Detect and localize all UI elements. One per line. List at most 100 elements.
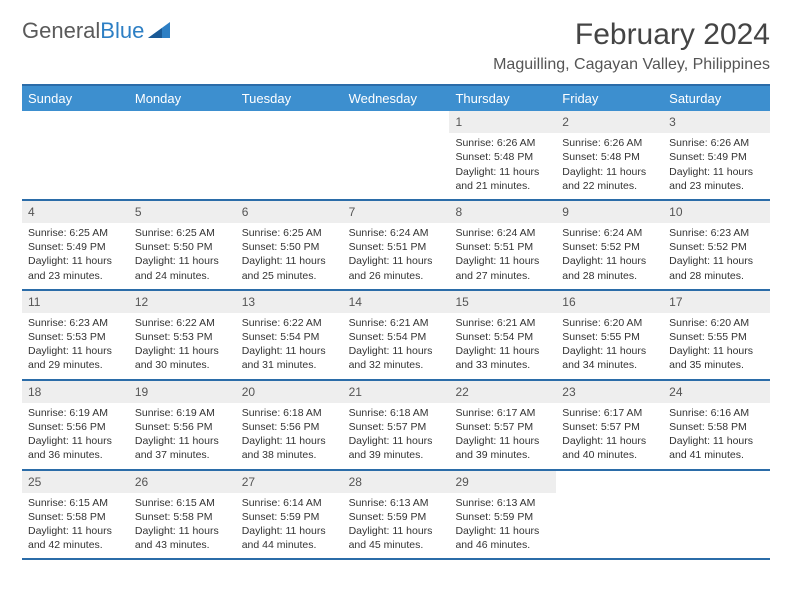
day-body: Sunrise: 6:21 AMSunset: 5:54 PMDaylight:…	[343, 313, 450, 379]
day-body: Sunrise: 6:16 AMSunset: 5:58 PMDaylight:…	[663, 403, 770, 469]
sunset-line: Sunset: 5:52 PM	[562, 240, 657, 254]
day-number: 28	[343, 471, 450, 493]
day-body: Sunrise: 6:23 AMSunset: 5:52 PMDaylight:…	[663, 223, 770, 289]
week-row: 4Sunrise: 6:25 AMSunset: 5:49 PMDaylight…	[22, 201, 770, 291]
sunset-line: Sunset: 5:56 PM	[242, 420, 337, 434]
day-number: 2	[556, 111, 663, 133]
daylight-line: Daylight: 11 hours and 39 minutes.	[349, 434, 444, 462]
daylight-line: Daylight: 11 hours and 31 minutes.	[242, 344, 337, 372]
day-body: Sunrise: 6:18 AMSunset: 5:57 PMDaylight:…	[343, 403, 450, 469]
day-body: Sunrise: 6:15 AMSunset: 5:58 PMDaylight:…	[129, 493, 236, 559]
sunset-line: Sunset: 5:48 PM	[562, 150, 657, 164]
day-number: 27	[236, 471, 343, 493]
day-number: 5	[129, 201, 236, 223]
day-number: 22	[449, 381, 556, 403]
logo-text-blue: Blue	[100, 18, 144, 44]
logo-triangle-icon	[148, 18, 170, 44]
week-row: 11Sunrise: 6:23 AMSunset: 5:53 PMDayligh…	[22, 291, 770, 381]
day-number: 19	[129, 381, 236, 403]
daylight-line: Daylight: 11 hours and 33 minutes.	[455, 344, 550, 372]
day-number: 10	[663, 201, 770, 223]
day-number: 23	[556, 381, 663, 403]
day-number: 11	[22, 291, 129, 313]
daylight-line: Daylight: 11 hours and 35 minutes.	[669, 344, 764, 372]
week-row: 18Sunrise: 6:19 AMSunset: 5:56 PMDayligh…	[22, 381, 770, 471]
sunrise-line: Sunrise: 6:16 AM	[669, 406, 764, 420]
sunrise-line: Sunrise: 6:18 AM	[349, 406, 444, 420]
day-number: 18	[22, 381, 129, 403]
day-body: Sunrise: 6:22 AMSunset: 5:54 PMDaylight:…	[236, 313, 343, 379]
day-header: Thursday	[449, 86, 556, 111]
sunrise-line: Sunrise: 6:15 AM	[135, 496, 230, 510]
sunset-line: Sunset: 5:58 PM	[28, 510, 123, 524]
day-body: Sunrise: 6:22 AMSunset: 5:53 PMDaylight:…	[129, 313, 236, 379]
day-number: 25	[22, 471, 129, 493]
calendar-cell: 8Sunrise: 6:24 AMSunset: 5:51 PMDaylight…	[449, 201, 556, 289]
daylight-line: Daylight: 11 hours and 32 minutes.	[349, 344, 444, 372]
day-body: Sunrise: 6:24 AMSunset: 5:51 PMDaylight:…	[343, 223, 450, 289]
day-body: Sunrise: 6:23 AMSunset: 5:53 PMDaylight:…	[22, 313, 129, 379]
day-number: 15	[449, 291, 556, 313]
location-text: Maguilling, Cagayan Valley, Philippines	[493, 56, 770, 74]
sunrise-line: Sunrise: 6:24 AM	[349, 226, 444, 240]
calendar-cell: 14Sunrise: 6:21 AMSunset: 5:54 PMDayligh…	[343, 291, 450, 379]
sunrise-line: Sunrise: 6:21 AM	[349, 316, 444, 330]
sunset-line: Sunset: 5:58 PM	[135, 510, 230, 524]
sunset-line: Sunset: 5:56 PM	[135, 420, 230, 434]
day-number: 6	[236, 201, 343, 223]
sunset-line: Sunset: 5:49 PM	[669, 150, 764, 164]
calendar-cell: 28Sunrise: 6:13 AMSunset: 5:59 PMDayligh…	[343, 471, 450, 559]
sunset-line: Sunset: 5:57 PM	[455, 420, 550, 434]
day-body: Sunrise: 6:13 AMSunset: 5:59 PMDaylight:…	[343, 493, 450, 559]
day-body: Sunrise: 6:26 AMSunset: 5:48 PMDaylight:…	[556, 133, 663, 199]
daylight-line: Daylight: 11 hours and 39 minutes.	[455, 434, 550, 462]
day-body: Sunrise: 6:21 AMSunset: 5:54 PMDaylight:…	[449, 313, 556, 379]
day-header: Tuesday	[236, 86, 343, 111]
daylight-line: Daylight: 11 hours and 27 minutes.	[455, 254, 550, 282]
calendar-cell: 26Sunrise: 6:15 AMSunset: 5:58 PMDayligh…	[129, 471, 236, 559]
day-body: Sunrise: 6:25 AMSunset: 5:50 PMDaylight:…	[129, 223, 236, 289]
sunrise-line: Sunrise: 6:15 AM	[28, 496, 123, 510]
weeks-container: 1Sunrise: 6:26 AMSunset: 5:48 PMDaylight…	[22, 111, 770, 560]
day-body: Sunrise: 6:24 AMSunset: 5:51 PMDaylight:…	[449, 223, 556, 289]
sunrise-line: Sunrise: 6:19 AM	[28, 406, 123, 420]
day-number: 12	[129, 291, 236, 313]
daylight-line: Daylight: 11 hours and 29 minutes.	[28, 344, 123, 372]
daylight-line: Daylight: 11 hours and 36 minutes.	[28, 434, 123, 462]
sunrise-line: Sunrise: 6:26 AM	[669, 136, 764, 150]
calendar-cell: 25 Sunrise: 6:15 AMSunset: 5:58 PMDayligh…	[22, 471, 129, 559]
day-number: 21	[343, 381, 450, 403]
sunrise-line: Sunrise: 6:17 AM	[455, 406, 550, 420]
week-row: 1Sunrise: 6:26 AMSunset: 5:48 PMDaylight…	[22, 111, 770, 201]
daylight-line: Daylight: 11 hours and 24 minutes.	[135, 254, 230, 282]
day-body: Sunrise: 6:20 AMSunset: 5:55 PMDaylight:…	[663, 313, 770, 379]
sunrise-line: Sunrise: 6:22 AM	[242, 316, 337, 330]
sunset-line: Sunset: 5:53 PM	[135, 330, 230, 344]
sunrise-line: Sunrise: 6:24 AM	[455, 226, 550, 240]
calendar-cell: 5Sunrise: 6:25 AMSunset: 5:50 PMDaylight…	[129, 201, 236, 289]
calendar-cell	[236, 111, 343, 199]
daylight-line: Daylight: 11 hours and 34 minutes.	[562, 344, 657, 372]
day-number: 9	[556, 201, 663, 223]
sunset-line: Sunset: 5:58 PM	[669, 420, 764, 434]
day-number: 8	[449, 201, 556, 223]
sunset-line: Sunset: 5:59 PM	[349, 510, 444, 524]
daylight-line: Daylight: 11 hours and 45 minutes.	[349, 524, 444, 552]
calendar-cell: 29Sunrise: 6:13 AMSunset: 5:59 PMDayligh…	[449, 471, 556, 559]
sunrise-line: Sunrise: 6:26 AM	[562, 136, 657, 150]
day-number: 17	[663, 291, 770, 313]
day-body: Sunrise: 6:26 AMSunset: 5:49 PMDaylight:…	[663, 133, 770, 199]
calendar-cell: 13Sunrise: 6:22 AMSunset: 5:54 PMDayligh…	[236, 291, 343, 379]
sunrise-line: Sunrise: 6:17 AM	[562, 406, 657, 420]
daylight-line: Daylight: 11 hours and 22 minutes.	[562, 165, 657, 193]
sunset-line: Sunset: 5:56 PM	[28, 420, 123, 434]
daylight-line: Daylight: 11 hours and 42 minutes.	[28, 524, 123, 552]
sunset-line: Sunset: 5:54 PM	[349, 330, 444, 344]
day-headers-row: SundayMondayTuesdayWednesdayThursdayFrid…	[22, 84, 770, 111]
day-header: Monday	[129, 86, 236, 111]
day-number: 4	[22, 201, 129, 223]
day-body: Sunrise: 6:19 AMSunset: 5:56 PMDaylight:…	[129, 403, 236, 469]
sunset-line: Sunset: 5:48 PM	[455, 150, 550, 164]
daylight-line: Daylight: 11 hours and 23 minutes.	[669, 165, 764, 193]
calendar-cell: 18 Sunrise: 6:19 AMSunset: 5:56 PMDayligh…	[22, 381, 129, 469]
